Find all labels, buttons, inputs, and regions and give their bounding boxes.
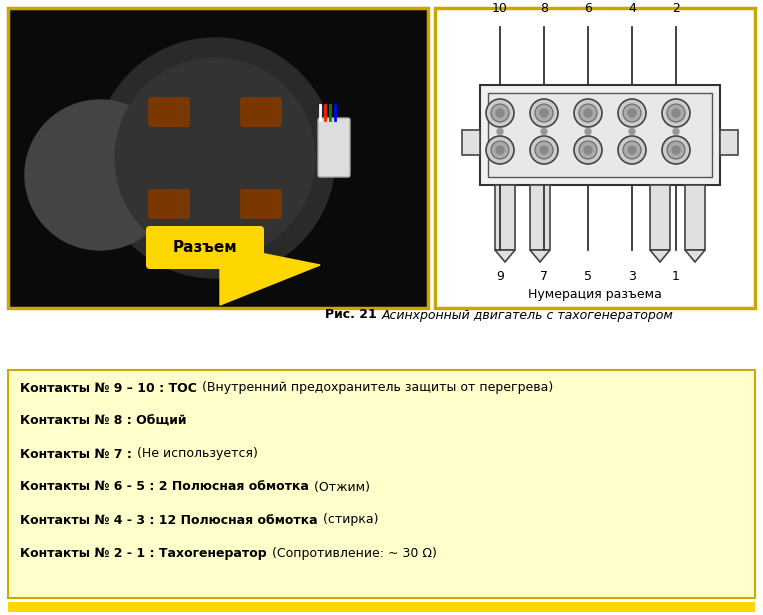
FancyBboxPatch shape bbox=[240, 97, 282, 127]
Circle shape bbox=[496, 109, 504, 117]
FancyBboxPatch shape bbox=[685, 185, 705, 250]
Text: 6: 6 bbox=[584, 2, 592, 15]
Circle shape bbox=[540, 109, 548, 117]
FancyBboxPatch shape bbox=[435, 8, 755, 308]
Text: 7: 7 bbox=[540, 270, 548, 283]
Polygon shape bbox=[530, 250, 550, 262]
Circle shape bbox=[629, 129, 635, 135]
Text: 1: 1 bbox=[672, 270, 680, 283]
FancyBboxPatch shape bbox=[8, 8, 428, 308]
FancyBboxPatch shape bbox=[146, 226, 264, 269]
Polygon shape bbox=[495, 250, 515, 262]
Text: (Отжим): (Отжим) bbox=[310, 480, 370, 493]
FancyBboxPatch shape bbox=[8, 370, 755, 598]
Circle shape bbox=[618, 99, 646, 127]
Circle shape bbox=[541, 129, 547, 135]
Circle shape bbox=[25, 100, 175, 250]
Text: Асинхронный двигатель с тахогенератором: Асинхронный двигатель с тахогенератором bbox=[382, 309, 674, 322]
Text: 10: 10 bbox=[492, 2, 508, 15]
FancyBboxPatch shape bbox=[650, 185, 670, 250]
Text: 8: 8 bbox=[540, 2, 548, 15]
Text: (Внутренний предохранитель защиты от перегрева): (Внутренний предохранитель защиты от пер… bbox=[198, 381, 553, 394]
Circle shape bbox=[535, 141, 553, 159]
Circle shape bbox=[584, 109, 592, 117]
Text: (Сопротивление: ~ 30 Ω): (Сопротивление: ~ 30 Ω) bbox=[268, 547, 436, 560]
Text: Нумерация разъема: Нумерация разъема bbox=[528, 288, 662, 301]
Circle shape bbox=[496, 146, 504, 154]
Text: Контакты № 6 - 5 : 2 Полюсная обмотка: Контакты № 6 - 5 : 2 Полюсная обмотка bbox=[20, 480, 309, 493]
Circle shape bbox=[115, 58, 315, 258]
Circle shape bbox=[623, 141, 641, 159]
Circle shape bbox=[540, 146, 548, 154]
FancyBboxPatch shape bbox=[488, 93, 712, 177]
Circle shape bbox=[673, 129, 679, 135]
Circle shape bbox=[623, 104, 641, 122]
Circle shape bbox=[662, 99, 690, 127]
Polygon shape bbox=[650, 250, 670, 262]
Circle shape bbox=[486, 136, 514, 164]
Circle shape bbox=[579, 104, 597, 122]
FancyBboxPatch shape bbox=[318, 118, 350, 177]
Circle shape bbox=[585, 129, 591, 135]
Circle shape bbox=[579, 141, 597, 159]
FancyBboxPatch shape bbox=[530, 185, 550, 250]
Polygon shape bbox=[685, 250, 705, 262]
Text: 2: 2 bbox=[672, 2, 680, 15]
Circle shape bbox=[486, 99, 514, 127]
Text: 4: 4 bbox=[628, 2, 636, 15]
Text: Контакты № 4 - 3 : 12 Полюсная обмотка: Контакты № 4 - 3 : 12 Полюсная обмотка bbox=[20, 514, 317, 526]
Text: Контакты № 9 – 10 : ТОС: Контакты № 9 – 10 : ТОС bbox=[20, 381, 197, 394]
FancyBboxPatch shape bbox=[8, 602, 755, 612]
FancyBboxPatch shape bbox=[240, 189, 282, 219]
Text: Рис. 21: Рис. 21 bbox=[325, 309, 381, 322]
FancyBboxPatch shape bbox=[480, 85, 720, 185]
FancyBboxPatch shape bbox=[148, 189, 190, 219]
Text: Контакты № 2 - 1 : Тахогенератор: Контакты № 2 - 1 : Тахогенератор bbox=[20, 547, 266, 560]
FancyBboxPatch shape bbox=[462, 130, 480, 155]
Circle shape bbox=[530, 136, 558, 164]
Circle shape bbox=[628, 146, 636, 154]
Text: Контакты № 8 : Общий: Контакты № 8 : Общий bbox=[20, 415, 186, 427]
Circle shape bbox=[662, 136, 690, 164]
Text: Контакты № 7 :: Контакты № 7 : bbox=[20, 448, 132, 461]
Circle shape bbox=[574, 136, 602, 164]
Text: Разъем: Разъем bbox=[172, 240, 237, 255]
Text: 3: 3 bbox=[628, 270, 636, 283]
Circle shape bbox=[618, 136, 646, 164]
Polygon shape bbox=[220, 245, 320, 305]
Circle shape bbox=[667, 141, 685, 159]
Text: (Не используется): (Не используется) bbox=[133, 448, 258, 461]
Circle shape bbox=[584, 146, 592, 154]
Circle shape bbox=[530, 99, 558, 127]
Circle shape bbox=[628, 109, 636, 117]
Circle shape bbox=[491, 104, 509, 122]
Circle shape bbox=[497, 129, 503, 135]
Text: (стирка): (стирка) bbox=[319, 514, 378, 526]
Text: 9: 9 bbox=[496, 270, 504, 283]
Circle shape bbox=[574, 99, 602, 127]
Circle shape bbox=[491, 141, 509, 159]
Text: 5: 5 bbox=[584, 270, 592, 283]
FancyBboxPatch shape bbox=[495, 185, 515, 250]
Circle shape bbox=[672, 146, 680, 154]
FancyBboxPatch shape bbox=[148, 97, 190, 127]
Circle shape bbox=[667, 104, 685, 122]
Circle shape bbox=[672, 109, 680, 117]
Circle shape bbox=[95, 38, 335, 278]
Circle shape bbox=[535, 104, 553, 122]
FancyBboxPatch shape bbox=[720, 130, 738, 155]
